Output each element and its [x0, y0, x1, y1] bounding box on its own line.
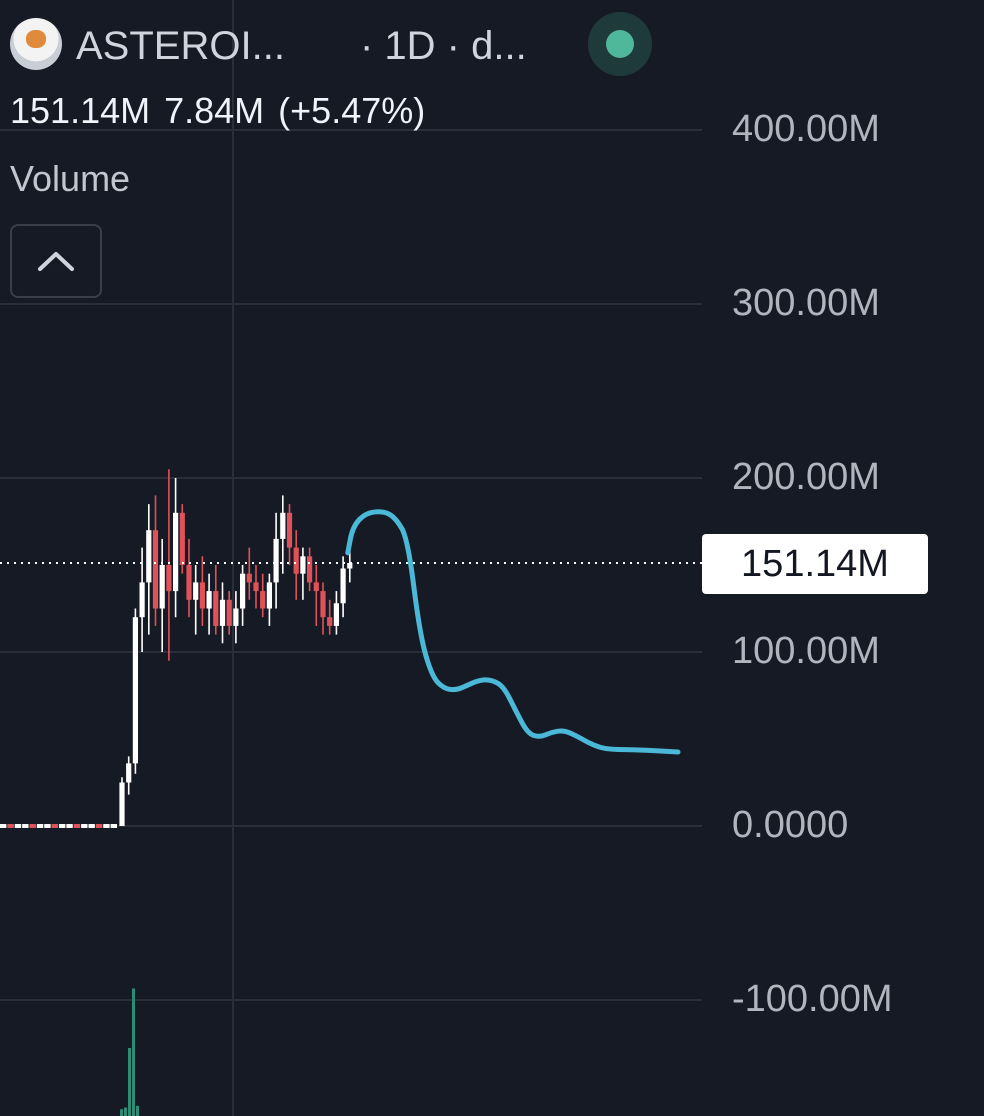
candle-body: [213, 591, 219, 626]
candle-body: [126, 763, 132, 783]
volume-bar: [124, 1107, 127, 1116]
candle-body: [226, 599, 232, 626]
flat-candle: [7, 824, 14, 828]
price-stats: 151.14M 7.84M (+5.47%): [10, 90, 439, 132]
projection-curve: [345, 509, 681, 755]
token-logo: [10, 18, 62, 70]
candle-body: [280, 512, 286, 539]
y-tick-label: 0.0000: [732, 804, 849, 846]
price-change-percent: (+5.47%): [278, 90, 426, 131]
candle-body: [340, 568, 346, 604]
candle-body: [233, 608, 239, 626]
candle-body: [273, 538, 279, 583]
candles: [119, 469, 353, 826]
symbol-title[interactable]: ASTEROI...: [76, 24, 285, 68]
volume-bar: [136, 1105, 139, 1116]
candle-body: [293, 547, 299, 574]
candle-body: [347, 563, 353, 569]
chart-header: ASTEROI... · 1D · d...: [10, 12, 710, 76]
flat-candle: [66, 824, 73, 828]
last-price-value: 151.14M: [10, 90, 151, 131]
projection-drawing: [345, 509, 681, 755]
y-tick-label: 200.00M: [732, 456, 880, 498]
y-tick-label: 300.00M: [732, 282, 880, 324]
flat-candle: [36, 824, 44, 828]
candle-body: [186, 565, 192, 600]
volume-bar: [132, 988, 135, 1116]
candle-body: [286, 512, 293, 548]
candle-body: [327, 617, 333, 626]
candle-body: [260, 591, 266, 609]
price-change-value: 7.84M: [164, 90, 265, 131]
candle-body: [193, 582, 199, 600]
candle-body: [139, 582, 145, 618]
flat-candle: [59, 824, 66, 828]
candle-body: [159, 565, 165, 609]
flat-candle: [81, 824, 88, 828]
flat-candle: [88, 824, 95, 828]
candle-body: [152, 530, 159, 609]
flat-candles: [0, 824, 117, 828]
status-dot-icon: [606, 30, 634, 58]
interval-label[interactable]: · 1D · d...: [360, 24, 527, 68]
candle-body: [206, 591, 212, 609]
candle-body: [253, 582, 259, 592]
volume-bars: [120, 988, 139, 1116]
y-tick-label: 400.00M: [732, 108, 880, 150]
flat-candle: [95, 824, 103, 828]
last-price-tag: 151.14M: [702, 534, 928, 594]
candle-body: [313, 582, 319, 592]
collapse-indicators-button[interactable]: [10, 224, 102, 298]
candle-body: [179, 512, 185, 565]
flat-candle: [44, 824, 51, 828]
volume-indicator-label[interactable]: Volume: [10, 158, 131, 199]
flat-candle: [14, 824, 22, 828]
flat-candle: [22, 824, 29, 828]
candle-body: [240, 573, 246, 609]
candle-body: [246, 573, 252, 583]
candle-body: [173, 512, 179, 592]
flat-candle: [29, 824, 36, 828]
chevron-up-icon: [38, 252, 74, 271]
candle-body: [266, 582, 272, 609]
candle-body: [333, 603, 339, 626]
candle-body: [132, 617, 138, 764]
candle-body: [320, 591, 326, 618]
flat-candle: [73, 824, 81, 828]
candle-body: [199, 582, 205, 609]
y-tick-label: -100.00M: [732, 978, 893, 1020]
candle-body: [219, 599, 226, 626]
volume-bar: [128, 1048, 131, 1116]
volume-bar: [120, 1109, 123, 1116]
candle-body: [300, 556, 306, 574]
flat-candle: [0, 824, 7, 828]
y-tick-label: 100.00M: [732, 630, 880, 672]
candle-body: [146, 530, 152, 583]
candle-body: [166, 565, 172, 592]
flat-candle: [110, 824, 117, 828]
market-status-indicator[interactable]: [588, 12, 652, 76]
candle-body: [307, 556, 313, 583]
flat-candle: [51, 824, 58, 828]
candle-body: [119, 782, 125, 826]
flat-candle: [103, 824, 110, 828]
